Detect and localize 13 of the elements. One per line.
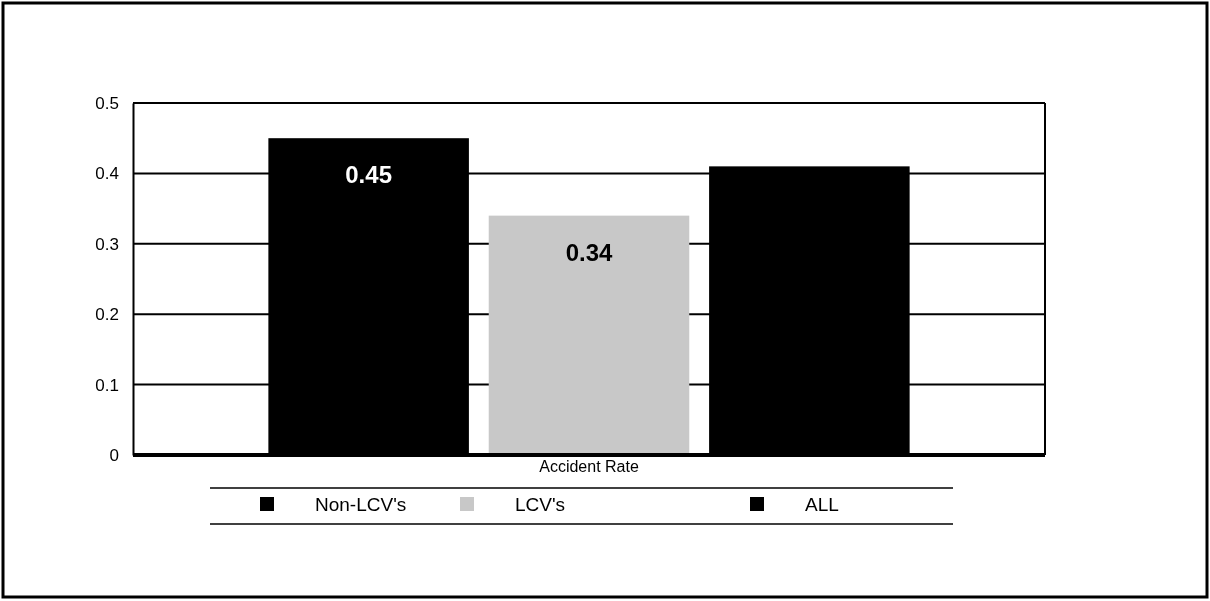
y-tick-label: 0.1 xyxy=(95,375,119,395)
x-tick-label: Accident Rate xyxy=(539,458,639,476)
y-tick-label: 0.5 xyxy=(95,93,119,113)
y-tick-label: 0 xyxy=(109,445,119,465)
y-tick-label: 0.4 xyxy=(95,164,119,184)
data-label: 0.45 xyxy=(345,161,392,189)
y-tick-label: 0.3 xyxy=(95,234,119,254)
bar xyxy=(488,215,690,455)
data-label: 0.34 xyxy=(565,238,613,266)
legend-label: LCV's xyxy=(515,494,566,515)
y-tick-label: 0.2 xyxy=(95,305,119,325)
legend-label: Non-LCV's xyxy=(315,494,407,515)
legend-label: ALL xyxy=(805,494,839,515)
